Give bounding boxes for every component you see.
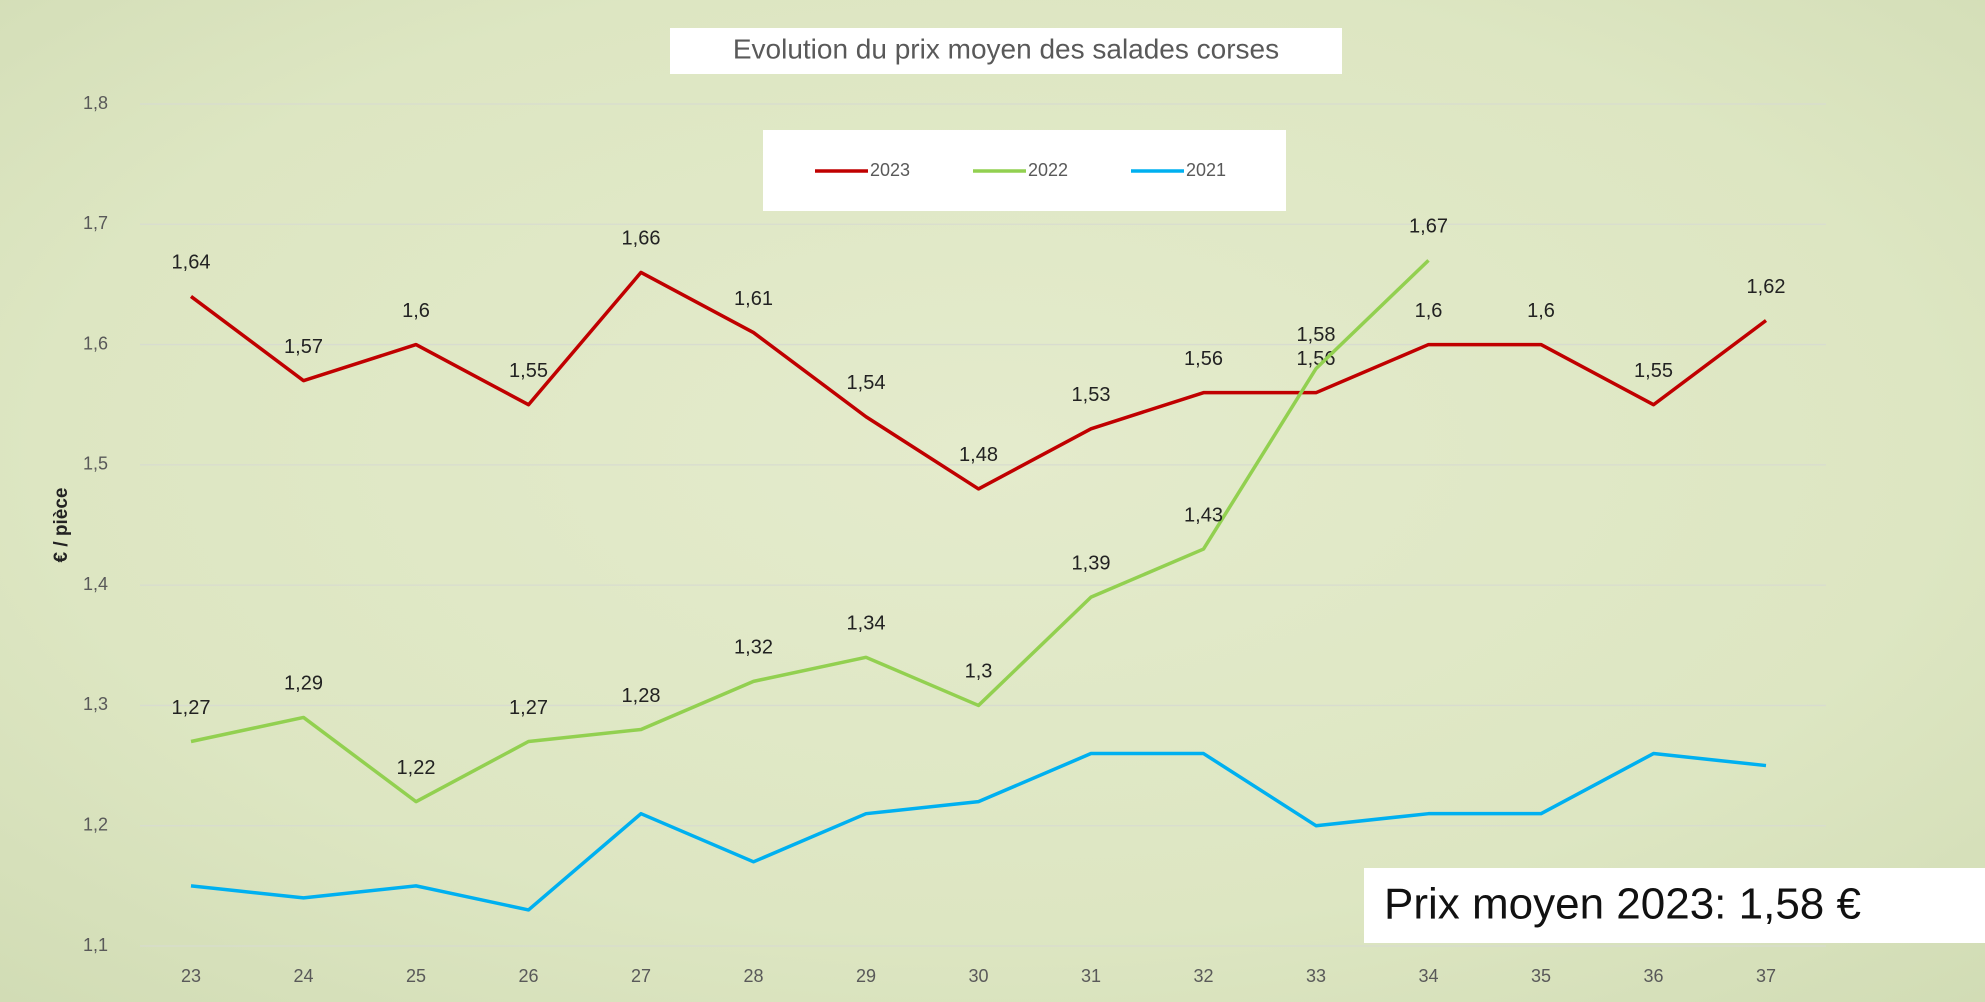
x-tick-label: 25 xyxy=(406,966,426,986)
data-label: 1,58 xyxy=(1297,324,1336,346)
x-tick-label: 23 xyxy=(181,966,201,986)
y-tick-label: 1,5 xyxy=(83,454,108,474)
chart-title: Evolution du prix moyen des salades cors… xyxy=(733,33,1279,64)
data-label: 1,55 xyxy=(509,360,548,382)
annotation: Prix moyen 2023: 1,58 € xyxy=(1384,880,1861,929)
y-tick-label: 1,7 xyxy=(83,213,108,233)
data-label: 1,57 xyxy=(284,336,323,358)
x-tick-label: 37 xyxy=(1756,966,1776,986)
data-label: 1,54 xyxy=(847,372,886,394)
x-tick-label: 32 xyxy=(1193,966,1213,986)
x-tick-label: 35 xyxy=(1531,966,1551,986)
data-label: 1,62 xyxy=(1747,276,1786,298)
data-label: 1,66 xyxy=(622,228,661,250)
data-label: 1,67 xyxy=(1409,216,1448,238)
page: {"chart_data": {"type": "line", "title":… xyxy=(0,0,1985,1002)
chart: Evolution du prix moyen des salades cors… xyxy=(0,0,1985,1002)
data-label: 1,56 xyxy=(1184,348,1223,370)
data-label: 1,6 xyxy=(402,300,430,322)
data-label: 1,27 xyxy=(509,697,548,719)
data-label: 1,61 xyxy=(734,288,773,310)
data-label: 1,53 xyxy=(1072,384,1111,406)
data-label: 1,6 xyxy=(1527,300,1555,322)
x-tick-label: 26 xyxy=(518,966,538,986)
data-label: 1,39 xyxy=(1072,552,1111,574)
x-tick-label: 28 xyxy=(743,966,763,986)
x-tick-label: 34 xyxy=(1418,966,1438,986)
y-tick-label: 1,4 xyxy=(83,574,108,594)
y-tick-label: 1,2 xyxy=(83,814,108,834)
legend-label: 2023 xyxy=(870,160,910,180)
data-label: 1,55 xyxy=(1634,360,1673,382)
x-tick-label: 29 xyxy=(856,966,876,986)
data-label: 1,27 xyxy=(172,697,211,719)
legend-label: 2022 xyxy=(1028,160,1068,180)
data-label: 1,32 xyxy=(734,637,773,659)
data-label: 1,64 xyxy=(172,252,211,274)
x-tick-label: 36 xyxy=(1643,966,1663,986)
x-tick-label: 30 xyxy=(968,966,988,986)
data-label: 1,6 xyxy=(1415,300,1443,322)
y-tick-label: 1,1 xyxy=(83,935,108,955)
x-tick-label: 27 xyxy=(631,966,651,986)
y-axis-label: € / pièce xyxy=(51,488,72,563)
data-label: 1,22 xyxy=(397,757,436,779)
data-label: 1,3 xyxy=(965,661,993,683)
x-tick-label: 24 xyxy=(293,966,313,986)
data-label: 1,43 xyxy=(1184,504,1223,526)
y-tick-label: 1,3 xyxy=(83,694,108,714)
x-tick-label: 33 xyxy=(1306,966,1326,986)
data-label: 1,29 xyxy=(284,673,323,695)
y-tick-label: 1,8 xyxy=(83,93,108,113)
y-tick-label: 1,6 xyxy=(83,333,108,353)
data-label: 1,28 xyxy=(622,685,661,707)
data-label: 1,34 xyxy=(847,613,886,635)
data-label: 1,48 xyxy=(959,444,998,466)
x-tick-label: 31 xyxy=(1081,966,1101,986)
legend-label: 2021 xyxy=(1186,160,1226,180)
